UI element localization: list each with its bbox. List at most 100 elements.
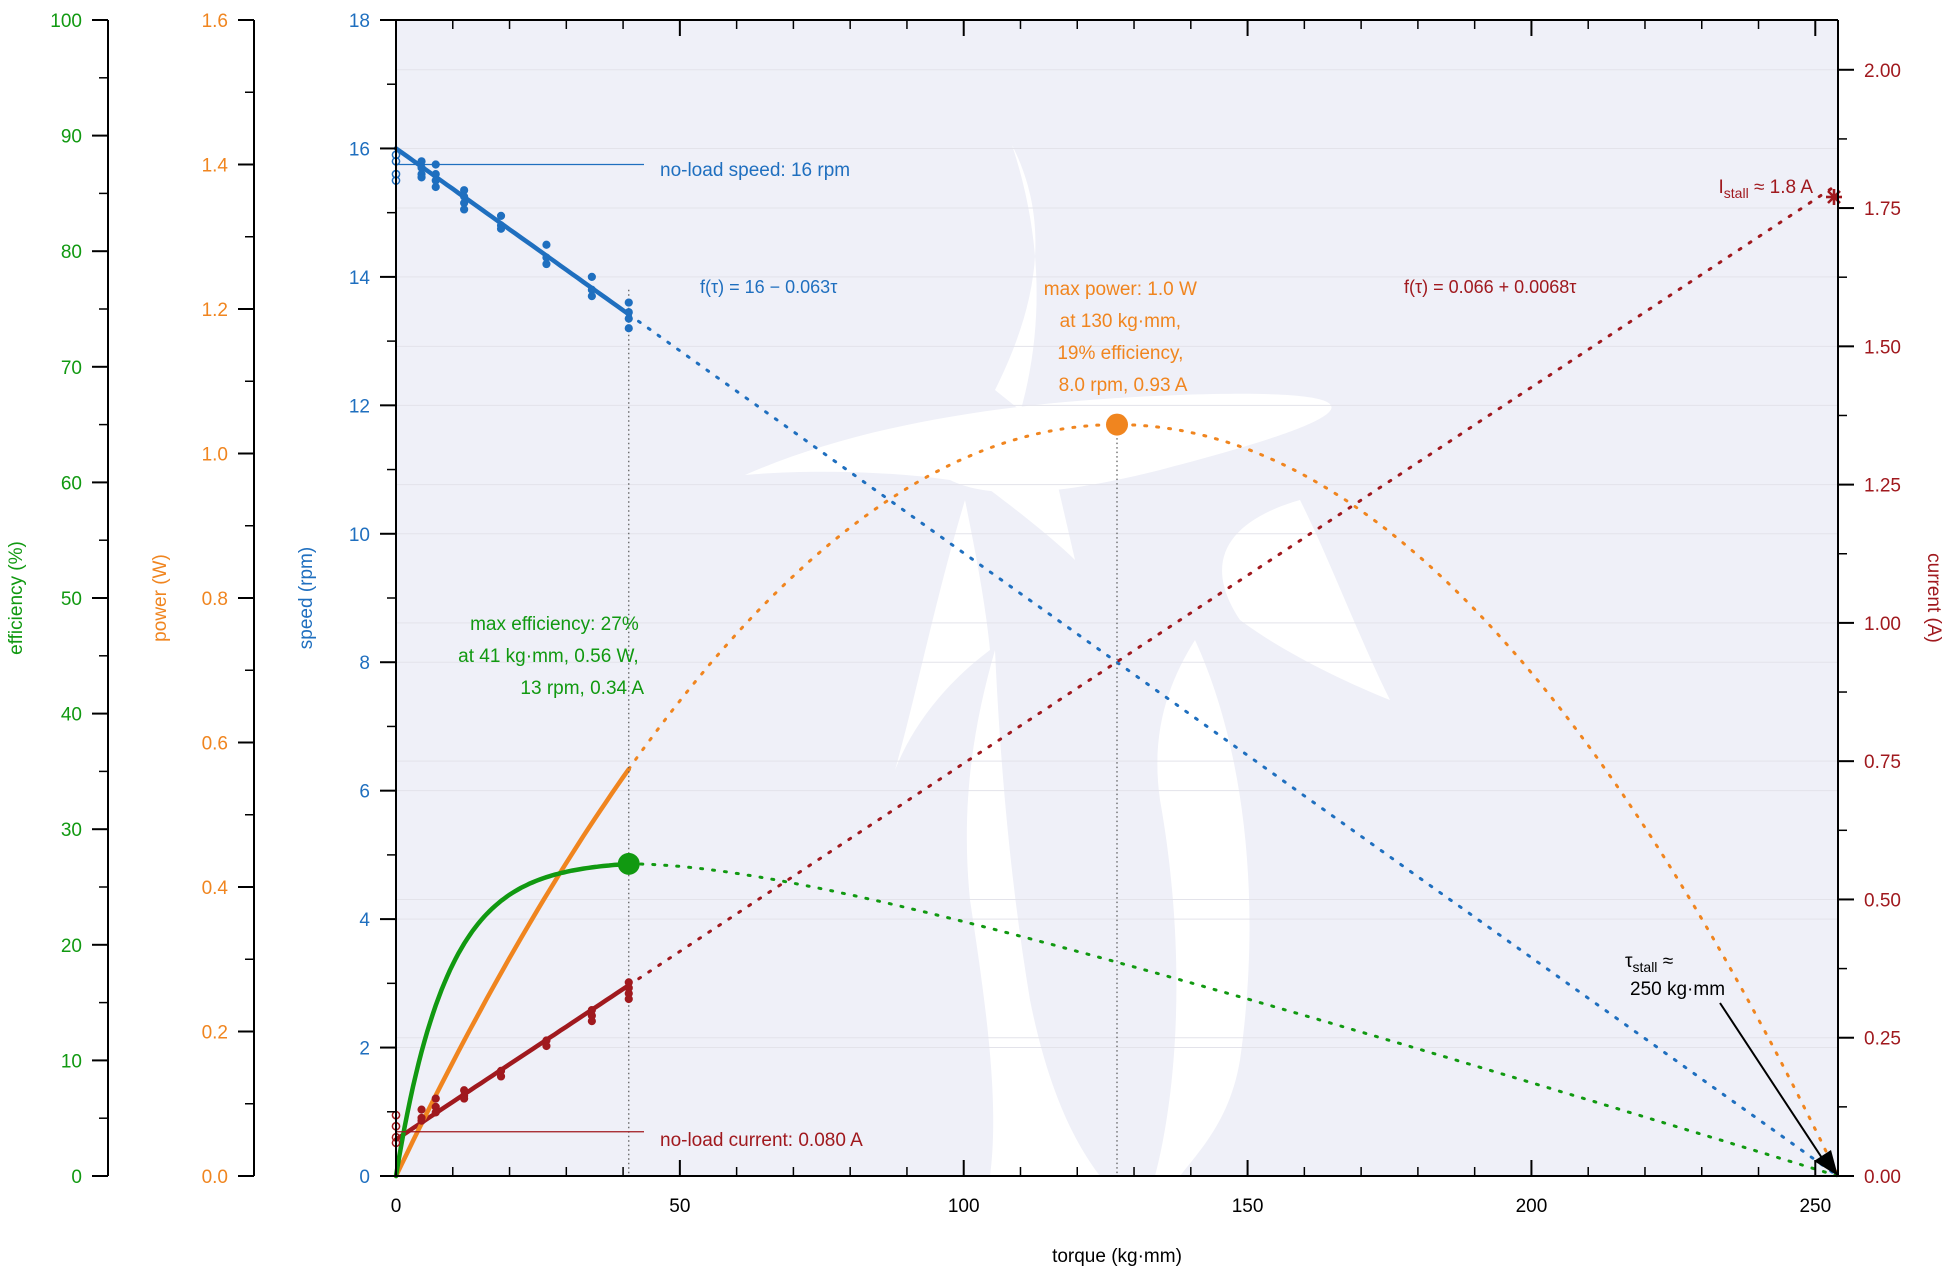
x-tick-label-3: 150 xyxy=(1232,1196,1264,1217)
max-power-line-2: at 130 kg·mm, xyxy=(1060,311,1181,332)
current-point-4 xyxy=(417,1105,426,1114)
watermark-blade-2 xyxy=(745,393,1332,493)
efficiency-tick-label-7: 70 xyxy=(61,358,82,379)
max-efficiency-line-1: max efficiency: 27% xyxy=(470,614,639,635)
speed-point-28 xyxy=(624,324,633,333)
annotations: no-load speed: 16 rpm no-load current: 0… xyxy=(458,160,1813,1151)
efficiency-tick-label-5: 50 xyxy=(61,589,82,610)
efficiency-fit-line xyxy=(393,861,632,1179)
max-power-marker xyxy=(1106,413,1128,436)
watermark-blade-6 xyxy=(966,650,1100,1176)
speed-point-19 xyxy=(542,240,551,249)
stall-current-annotation: Istall ≈ 1.8 A xyxy=(1719,177,1814,201)
efficiency-tick-label-3: 30 xyxy=(61,820,82,841)
max-power-line-4: 8.0 rpm, 0.93 A xyxy=(1059,375,1188,396)
stall-torque-symbol: τ xyxy=(1625,951,1633,972)
watermark-blade-4 xyxy=(1155,640,1250,1176)
max-power-line-3: 19% efficiency, xyxy=(1057,343,1183,364)
speed-point-22 xyxy=(587,272,596,281)
x-tick-label-4: 200 xyxy=(1516,1196,1548,1217)
watermark-star-shape xyxy=(745,145,1390,1176)
current-tick-label-3: 0.75 xyxy=(1864,752,1901,773)
current-fit-annotation: f(τ) = 0.066 + 0.0068τ xyxy=(1404,277,1576,297)
power-tick-label-2: 0.4 xyxy=(202,878,229,899)
power-tick-label-1: 0.2 xyxy=(202,1023,228,1044)
efficiency-tick-label-10: 100 xyxy=(50,11,82,32)
data-marks xyxy=(391,150,1842,1176)
stall-torque-annotation: τstall ≈ 250 kg·mm xyxy=(1625,951,1725,1000)
speed-tick-label-1: 2 xyxy=(359,1039,370,1060)
speed-point-16 xyxy=(496,211,506,220)
current-tick-label-6: 1.50 xyxy=(1864,337,1901,358)
current-tick-label-7: 1.75 xyxy=(1864,199,1901,220)
max-power-annotation: max power: 1.0 W at 130 kg·mm, 19% effic… xyxy=(1044,279,1202,396)
speed-tick-label-5: 10 xyxy=(349,525,370,546)
speed-point-24 xyxy=(587,292,596,301)
power-tick-label-8: 1.6 xyxy=(202,11,228,32)
current-point-9 xyxy=(431,1108,440,1117)
current-extrapolation xyxy=(627,186,1834,987)
efficiency-tick-label-4: 40 xyxy=(61,705,82,726)
current-point-19 xyxy=(587,1017,596,1026)
no-load-current-annotation: no-load current: 0.080 A xyxy=(660,1130,863,1151)
speed-point-18 xyxy=(496,224,506,233)
power-tick-label-4: 0.8 xyxy=(202,589,228,610)
no-load-speed-annotation: no-load speed: 16 rpm xyxy=(660,160,850,181)
efficiency-axis-label: efficiency (%) xyxy=(6,541,27,655)
speed-tick-label-9: 18 xyxy=(349,11,370,32)
power-tick-label-5: 1.0 xyxy=(202,445,228,466)
speed-tick-label-4: 8 xyxy=(359,653,370,674)
speed-tick-label-0: 0 xyxy=(359,1167,370,1188)
efficiency-tick-label-0: 0 xyxy=(71,1167,82,1188)
max-efficiency-line-2: at 41 kg·mm, 0.56 W, xyxy=(458,646,639,667)
speed-axis-label: speed (rpm) xyxy=(296,547,317,649)
current-point-6 xyxy=(417,1116,426,1125)
power-tick-label-6: 1.2 xyxy=(202,300,228,321)
stall-current-marker xyxy=(1826,188,1842,205)
current-tick-label-5: 1.25 xyxy=(1864,476,1901,497)
power-axis-label: power (W) xyxy=(150,554,171,642)
max-power-line-1: max power: 1.0 W xyxy=(1044,279,1197,300)
speed-point-8 xyxy=(431,160,440,169)
power-extrapolation xyxy=(627,423,1840,1178)
stall-torque-arrowhead xyxy=(1814,1150,1838,1176)
max-efficiency-line-3: 13 rpm, 0.34 A xyxy=(520,678,644,699)
current-tick-label-2: 0.50 xyxy=(1864,890,1901,911)
stall-current-symbol: I xyxy=(1719,177,1724,198)
efficiency-tick-label-8: 80 xyxy=(61,242,82,263)
power-tick-label-3: 0.6 xyxy=(202,734,228,755)
stall-torque-subscript: stall xyxy=(1633,959,1658,975)
efficiency-extrapolation xyxy=(627,862,1840,1178)
current-axis-label: current (A) xyxy=(1923,553,1944,643)
current-point-23 xyxy=(624,994,633,1004)
efficiency-tick-label-1: 10 xyxy=(61,1051,82,1072)
speed-fit-annotation: f(τ) = 16 − 0.063τ xyxy=(700,277,837,297)
speed-point-15 xyxy=(460,205,469,214)
current-tick-label-1: 0.25 xyxy=(1864,1029,1901,1050)
x-tick-label-5: 250 xyxy=(1799,1196,1831,1217)
watermark-blade-5 xyxy=(895,500,990,770)
speed-tick-label-8: 16 xyxy=(349,139,370,160)
speed-point-27 xyxy=(624,314,633,323)
x-axis-label: torque (kg·mm) xyxy=(1052,1246,1182,1267)
speed-tick-label-2: 4 xyxy=(359,910,370,931)
plot-background xyxy=(396,20,1838,1176)
efficiency-tick-label-6: 60 xyxy=(61,473,82,494)
current-point-16 xyxy=(542,1041,551,1051)
x-tick-label-1: 50 xyxy=(669,1196,690,1217)
power-tick-label-7: 1.4 xyxy=(202,156,229,177)
speed-point-25 xyxy=(624,298,633,307)
watermark-blade-3 xyxy=(1222,500,1390,700)
stall-torque-approx: ≈ xyxy=(1657,951,1673,972)
stall-current-subscript: stall xyxy=(1724,185,1749,201)
speed-point-21 xyxy=(542,259,551,269)
power-tick-label-0: 0.0 xyxy=(202,1167,228,1188)
speed-tick-label-6: 12 xyxy=(349,396,370,417)
current-tick-label-4: 1.00 xyxy=(1864,614,1901,635)
current-point-14 xyxy=(496,1072,506,1081)
current-tick-label-0: 0.00 xyxy=(1864,1167,1901,1188)
speed-tick-label-7: 14 xyxy=(349,268,371,289)
max-efficiency-annotation: max efficiency: 27% at 41 kg·mm, 0.56 W,… xyxy=(458,614,644,699)
stall-torque-value: 250 kg·mm xyxy=(1630,979,1725,1000)
